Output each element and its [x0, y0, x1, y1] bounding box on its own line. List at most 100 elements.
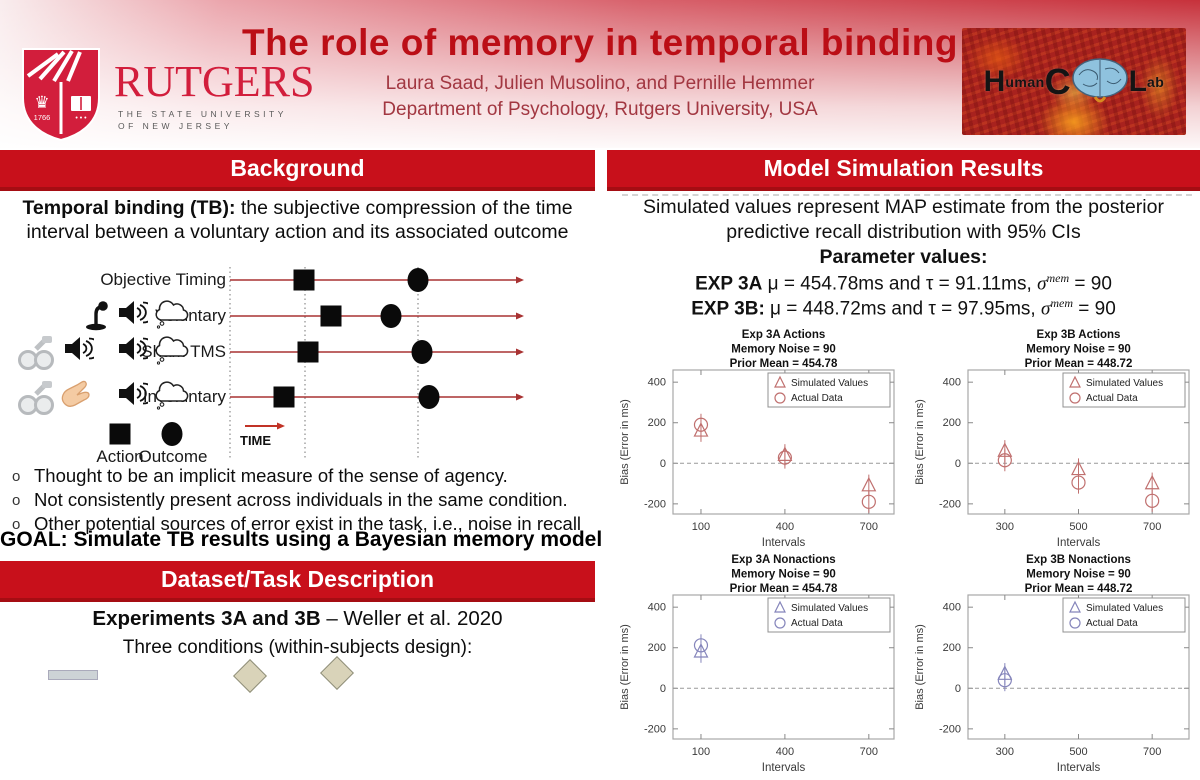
svg-text:700: 700: [1143, 746, 1161, 758]
bullet-marker: o: [12, 516, 21, 533]
svg-text:500: 500: [1069, 746, 1087, 758]
timing-diagram-canvas: [109, 267, 524, 460]
exp3b-params: μ = 448.72ms and τ = 97.95ms,: [764, 298, 1041, 320]
svg-text:400: 400: [776, 521, 794, 533]
exp3a-label: EXP 3A: [695, 273, 763, 295]
background-bullet-list: o Thought to be an implicit measure of t…: [12, 464, 590, 536]
svg-text:Exp 3B Actions: Exp 3B Actions: [1037, 329, 1121, 341]
button-press-icon: [84, 299, 112, 336]
svg-text:Memory Noise = 90: Memory Noise = 90: [731, 344, 836, 356]
svg-text:Bias (Error in ms): Bias (Error in ms): [619, 624, 631, 710]
thought-cloud-icon: [152, 335, 190, 370]
svg-text:Prior Mean = 448.72: Prior Mean = 448.72: [1025, 583, 1133, 595]
simulation-description-line1: Simulated values represent MAP estimate …: [643, 196, 1164, 218]
textbox-dashed-edge: [622, 194, 1192, 196]
thought-cloud-icon: [152, 380, 190, 415]
lab-logo-ab: ab: [1147, 73, 1165, 90]
thought-cloud-icon: [152, 299, 190, 334]
exp3a-params: μ = 454.78ms and τ = 91.11ms,: [762, 273, 1038, 295]
chart-exp3a-nonactions: Exp 3A Nonactions Memory Noise = 90 Prior …: [612, 550, 903, 775]
svg-text:Memory Noise = 90: Memory Noise = 90: [1026, 569, 1131, 581]
parameter-values-header: Parameter values:: [819, 246, 988, 268]
tb-definition-text: the subjective compression of the time i…: [26, 197, 573, 243]
poster-authors: Laura Saad, Julien Musolino, and Pernill…: [385, 73, 815, 94]
svg-text:Prior Mean = 448.72: Prior Mean = 448.72: [1025, 358, 1133, 370]
speaker-icon: [64, 335, 102, 368]
svg-text:100: 100: [692, 521, 710, 533]
chart-exp3a-actions: Exp 3A Actions Memory Noise = 90 Prior Mea…: [612, 325, 903, 550]
dataset-heading-bold: Experiments 3A and 3B: [92, 607, 321, 630]
tb-term: Temporal binding (TB):: [22, 197, 236, 219]
sigma-symbol: σ: [1040, 298, 1051, 320]
rutgers-tagline: THE STATE UNIVERSITY OF NEW JERSEY: [118, 109, 287, 131]
section-banner-background: Background: [0, 150, 595, 191]
temporal-binding-definition: Temporal binding (TB): the subjective co…: [10, 196, 585, 244]
svg-text:200: 200: [648, 417, 666, 429]
svg-text:Bias (Error in ms): Bias (Error in ms): [914, 399, 926, 485]
svg-text:-200: -200: [644, 723, 666, 735]
chart-exp3b-nonactions: Exp 3B Nonactions Memory Noise = 90 Prior …: [907, 550, 1198, 775]
svg-text:Intervals: Intervals: [762, 537, 806, 549]
poster-header: ♛ 1766 • • • RUTGERS THE STATE UNIVERSIT…: [0, 0, 1200, 148]
poster-affiliation: Department of Psychology, Rutgers Univer…: [382, 99, 818, 120]
bullet-text: Not consistently present across individu…: [34, 489, 568, 510]
svg-text:700: 700: [860, 746, 878, 758]
svg-text:Exp 3A Actions: Exp 3A Actions: [742, 329, 826, 341]
svg-text:Memory Noise = 90: Memory Noise = 90: [1026, 344, 1131, 356]
parameters-exp3b: EXP 3B: μ = 448.72ms and τ = 97.95ms, σm…: [607, 296, 1200, 320]
svg-text:400: 400: [943, 602, 961, 614]
exp3a-params-tail: = 90: [1069, 273, 1112, 295]
rutgers-logo: ♛ 1766 • • • RUTGERS THE STATE UNIVERSIT…: [18, 46, 314, 142]
svg-text:Bias (Error in ms): Bias (Error in ms): [914, 624, 926, 710]
dataset-subtitle: Three conditions (within-subjects design…: [122, 637, 473, 658]
svg-text:Simulated Values: Simulated Values: [1086, 378, 1163, 389]
speaker-icon: [118, 335, 156, 368]
list-item: o Other potential sources of error exist…: [12, 512, 590, 536]
simulation-description-line2: predictive recall distribution with 95% …: [726, 221, 1081, 243]
svg-text:Actual Data: Actual Data: [1086, 393, 1138, 404]
svg-text:100: 100: [692, 746, 710, 758]
svg-text:Prior Mean = 454.78: Prior Mean = 454.78: [730, 358, 838, 370]
exp3b-params-tail: = 90: [1073, 298, 1116, 320]
simulation-charts-grid: Exp 3A Actions Memory Noise = 90 Prior Mea…: [612, 325, 1198, 775]
lab-logo-letter-c: C: [1044, 60, 1071, 102]
speaker-icon: [118, 380, 156, 413]
svg-text:400: 400: [648, 602, 666, 614]
svg-text:Prior Mean = 454.78: Prior Mean = 454.78: [730, 583, 838, 595]
section-banner-dataset: Dataset/Task Description: [0, 561, 595, 602]
sigma-superscript: mem: [1050, 296, 1073, 310]
rutgers-shield-icon: ♛ 1766 • • •: [22, 48, 100, 142]
svg-text:-200: -200: [644, 498, 666, 510]
svg-text:Exp 3B Nonactions: Exp 3B Nonactions: [1026, 554, 1131, 566]
svg-text:Memory Noise = 90: Memory Noise = 90: [731, 569, 836, 581]
svg-text:400: 400: [648, 377, 666, 389]
tms-coil-icon: [16, 380, 56, 427]
timing-diagram: Action Outcome TIME Objective Timing Volu…: [0, 255, 595, 466]
time-axis-label: TIME: [240, 433, 272, 448]
svg-text:500: 500: [1069, 521, 1087, 533]
svg-text:400: 400: [943, 377, 961, 389]
cutoff-image: [233, 659, 267, 693]
svg-text:-200: -200: [939, 498, 961, 510]
svg-text:300: 300: [996, 746, 1014, 758]
lab-logo-uman: uman: [1005, 73, 1045, 90]
svg-text:Intervals: Intervals: [1057, 762, 1101, 774]
svg-text:700: 700: [860, 521, 878, 533]
section-banner-simulation: Model Simulation Results: [607, 150, 1200, 191]
svg-text:0: 0: [660, 458, 666, 470]
svg-text:200: 200: [943, 642, 961, 654]
svg-text:Exp 3A Nonactions: Exp 3A Nonactions: [731, 554, 835, 566]
speaker-icon: [118, 299, 156, 332]
svg-text:0: 0: [955, 458, 961, 470]
svg-text:200: 200: [943, 417, 961, 429]
list-item: o Not consistently present across indivi…: [12, 488, 590, 512]
diagram-legend-outcome-label: Outcome: [138, 447, 208, 466]
parameters-exp3a: EXP 3A μ = 454.78ms and τ = 91.11ms, σme…: [607, 271, 1200, 295]
poster-title: The role of memory in temporal binding: [242, 22, 958, 63]
svg-text:700: 700: [1143, 521, 1161, 533]
svg-text:Intervals: Intervals: [762, 762, 806, 774]
cutoff-image: [320, 656, 354, 690]
svg-text:♛: ♛: [34, 93, 49, 113]
bullet-text: Thought to be an implicit measure of the…: [34, 465, 508, 486]
shield-year: 1766: [34, 113, 51, 122]
